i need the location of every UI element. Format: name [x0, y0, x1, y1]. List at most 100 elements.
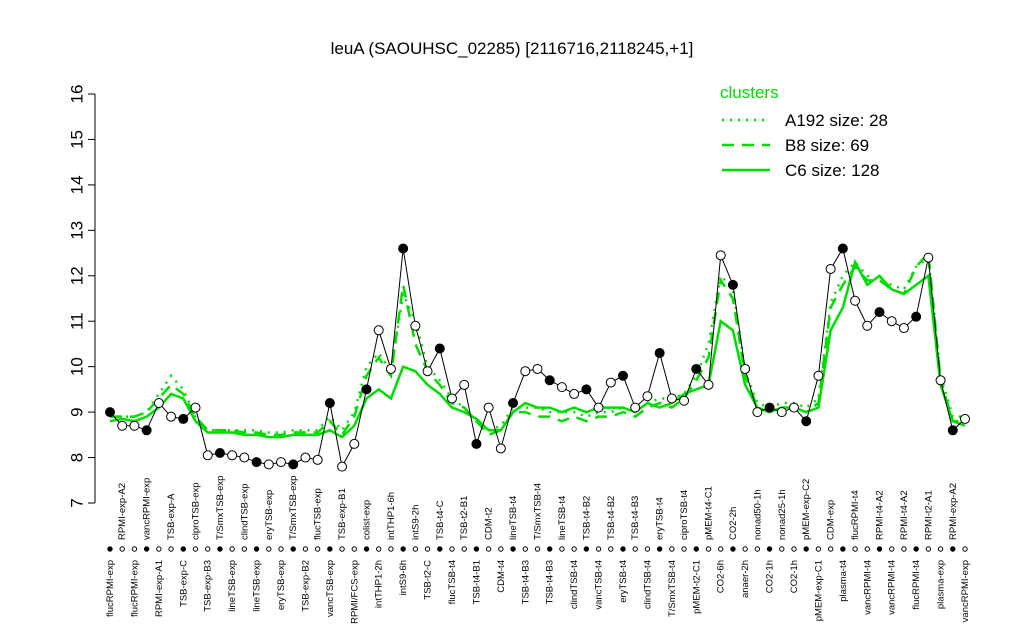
- point: [801, 416, 812, 427]
- chart-title: leuA (SAOUHSC_02285) [2116716,2118245,+1…: [331, 39, 694, 58]
- condition-dot: [534, 546, 541, 552]
- condition-dot: [803, 546, 809, 552]
- point: [556, 382, 567, 393]
- x-tick-label: TSB-exp-A: [166, 493, 177, 540]
- condition-dot: [180, 546, 186, 552]
- x-tick-label: vancRPMI-exp: [142, 478, 153, 540]
- point: [434, 343, 445, 354]
- x-tick-label: TSB-t4-B3: [545, 560, 556, 604]
- point: [825, 263, 836, 274]
- condition-dot: [131, 546, 138, 552]
- condition-dot: [424, 546, 431, 552]
- x-tick-label: vancRPMI-t4: [862, 560, 873, 615]
- point: [727, 279, 738, 290]
- x-tick-label: vancTSB-t4: [594, 560, 605, 610]
- x-tick-label: TSB-exp-C: [178, 560, 189, 607]
- x-tick-label: vancTSB-exp: [325, 560, 336, 617]
- legend-label: C6 size: 128: [785, 161, 880, 180]
- cluster-line: [109, 258, 966, 439]
- condition-dot: [400, 546, 406, 552]
- x-tick-label: ciproTSB-exp: [191, 482, 202, 540]
- condition-dot: [730, 546, 736, 552]
- x-tick-label: eryTSB-exp: [264, 490, 275, 540]
- y-tick-label: 10: [67, 357, 86, 376]
- x-tick-label: TSB-t2-C: [423, 560, 434, 600]
- x-tick-label: clindTSB-exp: [239, 484, 250, 541]
- condition-dot: [217, 546, 223, 552]
- condition-dot: [705, 546, 712, 552]
- condition-dot: [437, 546, 443, 552]
- point: [813, 370, 824, 381]
- x-tick-label: TSB-exp-B1: [337, 488, 348, 540]
- point: [654, 348, 665, 359]
- point: [666, 393, 677, 404]
- point: [166, 411, 177, 422]
- condition-dot: [742, 546, 748, 552]
- point: [703, 379, 714, 390]
- condition-dot: [913, 546, 919, 552]
- condition-dot: [192, 546, 199, 552]
- x-tick-label: flucRPMI-exp: [129, 560, 140, 617]
- x-tick-label: vancRPMI-t4: [887, 560, 898, 615]
- condition-dot: [656, 546, 663, 552]
- x-tick-label: RPMI-t4-A2: [875, 490, 886, 540]
- x-tick-label: TSB-t4-B2: [581, 496, 592, 540]
- point: [715, 250, 726, 261]
- point: [459, 379, 470, 390]
- x-tick-label: eryTSB-t4: [618, 560, 629, 603]
- condition-dot: [595, 546, 602, 552]
- legend-title: clusters: [720, 83, 779, 102]
- x-tick-label: CO2-1h: [765, 560, 776, 593]
- y-tick-label: 12: [67, 266, 86, 285]
- point: [630, 402, 641, 413]
- x-tick-label: lineTSB-t4: [557, 496, 568, 540]
- point: [214, 448, 225, 459]
- point: [324, 398, 335, 409]
- point: [532, 363, 543, 374]
- point: [312, 454, 323, 465]
- condition-dot: [864, 546, 870, 552]
- condition-dot: [779, 546, 785, 552]
- condition-dot: [962, 546, 968, 552]
- condition-dot: [253, 546, 260, 552]
- point: [544, 375, 555, 386]
- x-tick-label: TSB-t4-B3: [630, 496, 641, 540]
- condition-dot: [559, 546, 565, 552]
- point: [898, 323, 909, 334]
- point: [911, 311, 922, 322]
- condition-dot: [840, 546, 846, 552]
- x-tick-label: pMEM-exp-C1: [813, 560, 824, 621]
- point: [117, 420, 128, 431]
- point: [508, 398, 519, 409]
- y-tick-label: 9: [67, 407, 86, 416]
- point: [178, 413, 189, 424]
- point: [141, 425, 152, 436]
- condition-dot: [718, 546, 724, 552]
- condition-dot: [644, 546, 651, 552]
- x-tick-label: T/SmxTSB-t4: [533, 483, 544, 540]
- point: [129, 420, 140, 431]
- x-tick-label: RPMI-t4-A2: [899, 490, 910, 540]
- point: [593, 402, 604, 413]
- condition-dot: [107, 546, 113, 552]
- x-tick-label: anaer-2h: [740, 560, 751, 598]
- condition-dot: [950, 546, 956, 552]
- point: [520, 366, 531, 377]
- condition-dot: [266, 546, 272, 552]
- point: [239, 452, 250, 463]
- x-tick-label: intS9-2h: [410, 505, 421, 540]
- condition-dot: [314, 546, 321, 552]
- x-tick-label: vancRPMI-exp: [960, 560, 971, 622]
- condition-dot: [754, 546, 761, 552]
- x-tick-label: T/SmxTSB-t4: [667, 560, 678, 617]
- point: [153, 398, 164, 409]
- x-tick-label: CO2-2h: [728, 507, 739, 540]
- x-tick-label: flucRPMI-t4: [850, 490, 861, 540]
- condition-dot: [485, 546, 492, 552]
- point: [288, 459, 299, 470]
- y-tick-label: 13: [67, 221, 86, 240]
- condition-dot: [156, 546, 162, 552]
- point: [263, 459, 274, 470]
- point: [581, 384, 592, 395]
- point: [764, 402, 775, 413]
